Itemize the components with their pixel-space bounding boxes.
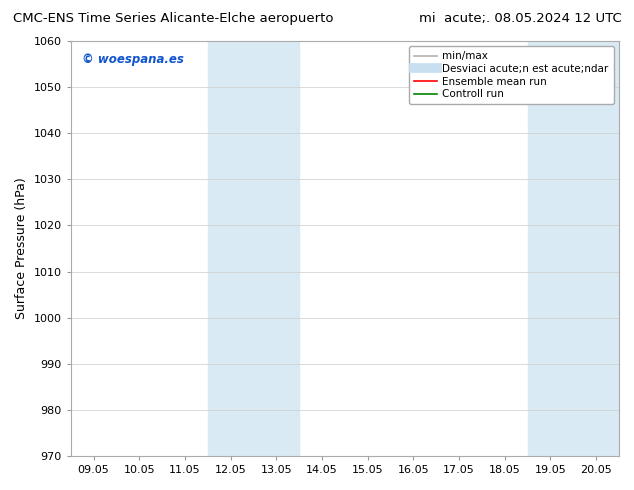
Text: CMC-ENS Time Series Alicante-Elche aeropuerto: CMC-ENS Time Series Alicante-Elche aerop… bbox=[13, 12, 333, 25]
Legend: min/max, Desviaci acute;n est acute;ndar, Ensemble mean run, Controll run: min/max, Desviaci acute;n est acute;ndar… bbox=[409, 46, 614, 104]
Bar bbox=[208, 41, 299, 456]
Text: mi  acute;. 08.05.2024 12 UTC: mi acute;. 08.05.2024 12 UTC bbox=[418, 12, 621, 25]
Text: © woespana.es: © woespana.es bbox=[82, 53, 184, 67]
Y-axis label: Surface Pressure (hPa): Surface Pressure (hPa) bbox=[15, 178, 28, 319]
Bar bbox=[527, 41, 619, 456]
